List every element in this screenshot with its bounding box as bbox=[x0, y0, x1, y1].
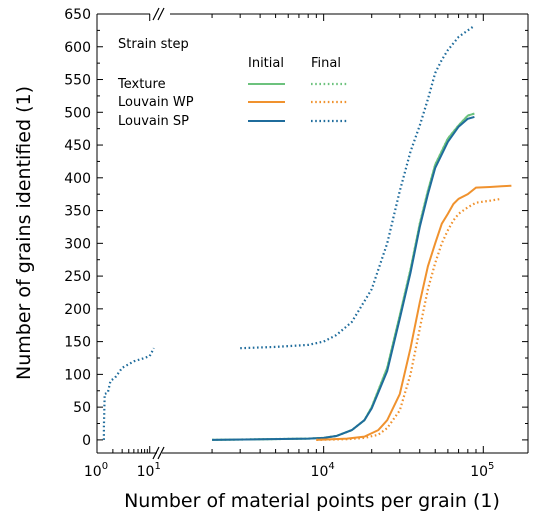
y-tick-label: 450 bbox=[64, 138, 91, 154]
legend: Strain step Initial Final Texture Louvai… bbox=[117, 37, 348, 129]
y-tick-label: 250 bbox=[64, 269, 91, 285]
legend-row-louvain-wp: Louvain WP bbox=[118, 95, 194, 110]
x-tick-label: 105 bbox=[470, 461, 494, 480]
y-tick-label: 600 bbox=[64, 40, 91, 56]
y-tick-label: 50 bbox=[73, 400, 91, 416]
y-axis-ticks: 0 50 100 150 200 250 300 350 400 450 500 550 600 650 bbox=[64, 7, 528, 449]
y-tick-label: 500 bbox=[64, 105, 91, 121]
plot-frame bbox=[96, 13, 529, 454]
y-tick-label: 650 bbox=[64, 7, 91, 23]
y-tick-label: 100 bbox=[64, 367, 91, 383]
legend-swatches bbox=[248, 82, 348, 123]
axis-break-slash bbox=[152, 446, 160, 460]
axis-break-slash bbox=[157, 446, 165, 460]
x-axis-ticks: 100 101 104 105 bbox=[84, 14, 494, 480]
legend-title: Strain step bbox=[118, 37, 189, 52]
series-line-louvain-sp-final bbox=[240, 24, 476, 350]
legend-row-texture: Texture bbox=[117, 77, 166, 92]
y-tick-label: 0 bbox=[82, 433, 91, 449]
y-axis-label: Number of grains identified (1) bbox=[13, 86, 35, 380]
y-tick-label: 400 bbox=[64, 171, 91, 187]
series-line-louvain-sp-initial bbox=[212, 115, 475, 441]
y-tick-label: 350 bbox=[64, 204, 91, 220]
y-tick-label: 150 bbox=[64, 335, 91, 351]
series-line-louvain-wp-final bbox=[316, 197, 502, 441]
y-tick-label: 200 bbox=[64, 302, 91, 318]
y-tick-label: 300 bbox=[64, 236, 91, 252]
legend-column-initial: Initial bbox=[248, 56, 284, 71]
axis-break-slash bbox=[152, 7, 160, 21]
x-tick-label: 101 bbox=[137, 461, 161, 480]
legend-column-final: Final bbox=[311, 56, 341, 71]
series-layer bbox=[102, 24, 512, 441]
axis-break-slash bbox=[157, 7, 165, 21]
x-tick-label: 100 bbox=[84, 461, 108, 480]
x-axis-label: Number of material points per grain (1) bbox=[124, 490, 500, 512]
y-tick-label: 550 bbox=[64, 73, 91, 89]
legend-row-louvain-sp: Louvain SP bbox=[118, 114, 189, 129]
axis-break-marks bbox=[152, 7, 165, 460]
series-line-louvain-wp-initial bbox=[316, 184, 512, 441]
x-tick-label: 104 bbox=[311, 461, 335, 480]
series-line-louvain-sp-final bbox=[102, 347, 155, 440]
